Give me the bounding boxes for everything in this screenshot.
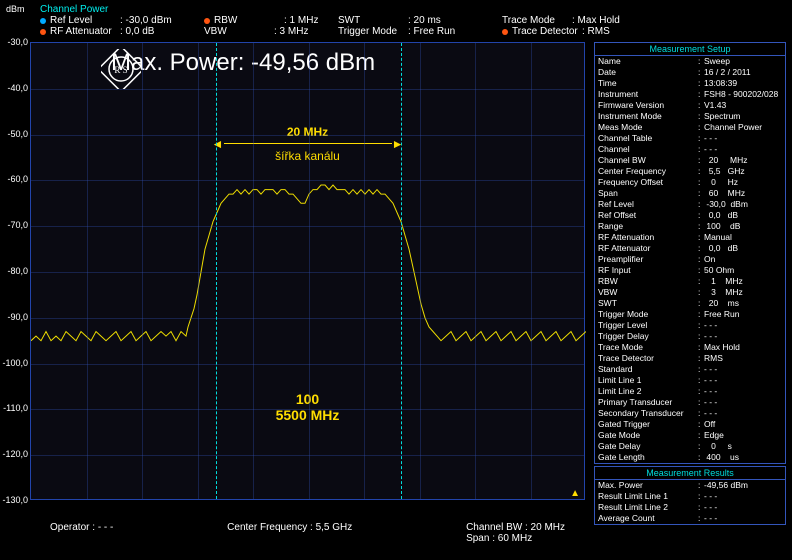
panel-row: RF Attenuator: 0,0 dB — [595, 243, 785, 254]
center-freq-info: Center Frequency : 5,5 GHz — [227, 522, 352, 536]
operator-info: Operator : - - - — [50, 522, 113, 536]
y-tick: -30,0 — [0, 37, 28, 47]
panel-row: Span: 60 MHz — [595, 188, 785, 199]
panel-row: RF Attenuation:Manual — [595, 232, 785, 243]
y-tick: -70,0 — [0, 220, 28, 230]
span-info: Channel BW : 20 MHz Span : 60 MHz — [466, 522, 565, 536]
header-item: Trace Mode: Max Hold — [502, 15, 652, 26]
y-tick: -120,0 — [0, 449, 28, 459]
panel-row: Instrument:FSH8 - 900202/028 — [595, 89, 785, 100]
header-item: Trigger Mode: Free Run — [338, 26, 488, 37]
panel-row: Range: 100 dB — [595, 221, 785, 232]
panel-row: Preamplifier:On — [595, 254, 785, 265]
panel-row: Result Limit Line 1:- - - — [595, 491, 785, 502]
y-tick: -50,0 — [0, 129, 28, 139]
panel-row: Result Limit Line 2:- - - — [595, 502, 785, 513]
panel-row: Channel BW: 20 MHz — [595, 155, 785, 166]
panel-row: Meas Mode:Channel Power — [595, 122, 785, 133]
center-freq-label: 100 5500 MHz — [31, 391, 584, 423]
footer-bar: Operator : - - - Center Frequency : 5,5 … — [30, 522, 585, 536]
side-panel: Measurement Setup Name:SweepDate:16 / 2 … — [590, 42, 790, 540]
panel-row: Gated Trigger:Off — [595, 419, 785, 430]
measurement-results-panel: Measurement Results Max. Power:-49,56 dB… — [594, 466, 786, 525]
plot-area: R S Max. Power: -49,56 dBm ◄ ► 20 MHz ší… — [30, 42, 585, 500]
header-item: Trace Detector: RMS — [502, 26, 652, 37]
panel-row: Gate Length: 400 us — [595, 452, 785, 463]
panel-row: Firmware Version:V1.43 — [595, 100, 785, 111]
measurement-setup-panel: Measurement Setup Name:SweepDate:16 / 2 … — [594, 42, 786, 464]
panel-row: Center Frequency: 5,5 GHz — [595, 166, 785, 177]
dbm-unit-label: dBm — [6, 4, 25, 14]
panel-row: RBW: 1 MHz — [595, 276, 785, 287]
header-item: SWT: 20 ms — [338, 15, 488, 26]
panel-row: Limit Line 2:- - - — [595, 386, 785, 397]
panel-row: Date:16 / 2 / 2011 — [595, 67, 785, 78]
header-item: Ref Level: -30,0 dBm — [40, 15, 190, 26]
y-tick: -80,0 — [0, 266, 28, 276]
panel-row: Time:13:08:39 — [595, 78, 785, 89]
panel-row: Trigger Mode:Free Run — [595, 309, 785, 320]
panel-row: Standard:- - - — [595, 364, 785, 375]
panel-row: Trace Mode:Max Hold — [595, 342, 785, 353]
panel-row: SWT: 20 ms — [595, 298, 785, 309]
marker-arrow-icon: ▲ — [570, 488, 580, 499]
panel-row: Trigger Delay:- - - — [595, 331, 785, 342]
panel-row: Gate Mode:Edge — [595, 430, 785, 441]
panel-row: Gate Delay: 0 s — [595, 441, 785, 452]
y-tick: -60,0 — [0, 174, 28, 184]
panel-row: Channel Table:- - - — [595, 133, 785, 144]
header-bar: Channel Power Ref Level: -30,0 dBm RBW: 1… — [0, 0, 792, 42]
y-tick: -100,0 — [0, 358, 28, 368]
spectrum-chart: -30,0-40,0-50,0-60,0-70,0-80,0-90,0-100,… — [0, 42, 590, 540]
y-tick: -130,0 — [0, 495, 28, 505]
y-tick: -40,0 — [0, 83, 28, 93]
panel-row: Frequency Offset: 0 Hz — [595, 177, 785, 188]
panel-row: Limit Line 1:- - - — [595, 375, 785, 386]
panel-row: Max. Power:-49,56 dBm — [595, 480, 785, 491]
header-item: RBW: 1 MHz — [204, 15, 324, 26]
panel-row: Secondary Transducer:- - - — [595, 408, 785, 419]
panel-row: Trigger Level:- - - — [595, 320, 785, 331]
panel-row: Trace Detector:RMS — [595, 353, 785, 364]
setup-title: Measurement Setup — [595, 43, 785, 56]
header-item: VBW: 3 MHz — [204, 26, 324, 37]
panel-row: RF Input:50 Ohm — [595, 265, 785, 276]
channel-power-title: Channel Power — [40, 4, 108, 15]
panel-row: Instrument Mode:Spectrum — [595, 111, 785, 122]
y-tick: -110,0 — [0, 403, 28, 413]
panel-row: Name:Sweep — [595, 56, 785, 67]
panel-row: VBW: 3 MHz — [595, 287, 785, 298]
chart-title-text: Max. Power: -49,56 dBm — [111, 49, 375, 77]
y-tick: -90,0 — [0, 312, 28, 322]
panel-row: Ref Level: -30,0 dBm — [595, 199, 785, 210]
panel-row: Ref Offset: 0,0 dB — [595, 210, 785, 221]
y-axis: -30,0-40,0-50,0-60,0-70,0-80,0-90,0-100,… — [0, 42, 30, 500]
panel-row: Channel:- - - — [595, 144, 785, 155]
panel-row: Average Count:- - - — [595, 513, 785, 524]
header-item: RF Attenuator: 0,0 dB — [40, 26, 190, 37]
svg-text:R S: R S — [114, 65, 127, 75]
results-title: Measurement Results — [595, 467, 785, 480]
panel-row: Primary Transducer:- - - — [595, 397, 785, 408]
